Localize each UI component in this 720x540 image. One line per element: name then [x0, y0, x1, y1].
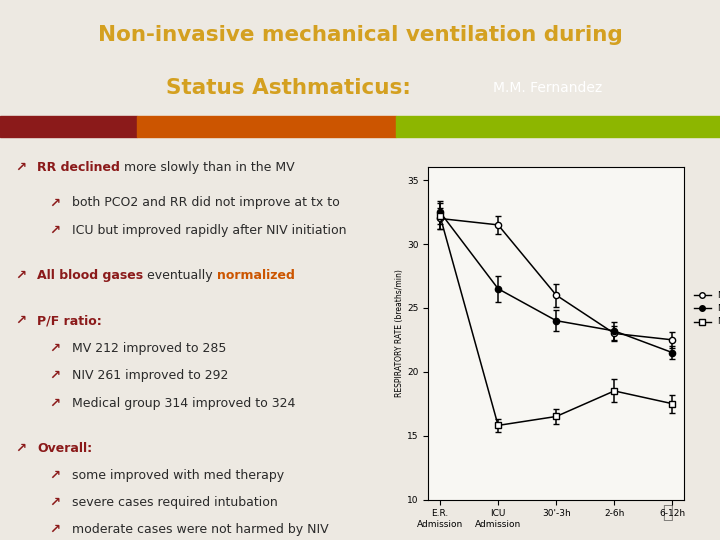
Bar [396, 116, 720, 137]
Text: normalized: normalized [217, 269, 295, 282]
Text: ICU but improved rapidly after NIV initiation: ICU but improved rapidly after NIV initi… [72, 224, 346, 237]
Bar [0, 116, 137, 137]
Text: Medical group 314 improved to 324: Medical group 314 improved to 324 [72, 396, 295, 409]
Text: ↗: ↗ [50, 224, 60, 237]
Text: eventually: eventually [143, 269, 217, 282]
Text: ↗: ↗ [50, 523, 60, 536]
Text: both PCO2 and RR did not improve at tx to: both PCO2 and RR did not improve at tx t… [72, 197, 340, 210]
Text: ↗: ↗ [50, 197, 60, 210]
Text: ↗: ↗ [50, 369, 60, 382]
Bar [137, 116, 396, 137]
Text: Non-invasive mechanical ventilation during: Non-invasive mechanical ventilation duri… [98, 25, 622, 45]
Text: MV 212 improved to 285: MV 212 improved to 285 [72, 342, 226, 355]
Text: Overall:: Overall: [37, 442, 92, 455]
Y-axis label: RESPIRATORY RATE (breaths/min): RESPIRATORY RATE (breaths/min) [395, 269, 405, 397]
Text: severe cases required intubation: severe cases required intubation [72, 496, 278, 509]
Text: ↗: ↗ [15, 442, 26, 455]
Text: ↗: ↗ [50, 396, 60, 409]
Text: Status Asthmaticus:: Status Asthmaticus: [166, 78, 410, 98]
Text: NIV 261 improved to 292: NIV 261 improved to 292 [72, 369, 228, 382]
Text: ↗: ↗ [15, 269, 26, 282]
Text: ↗: ↗ [50, 342, 60, 355]
Text: P/F ratio:: P/F ratio: [37, 314, 102, 327]
Text: some improved with med therapy: some improved with med therapy [72, 469, 284, 482]
Text: ↗: ↗ [15, 314, 26, 327]
Text: ↗: ↗ [50, 469, 60, 482]
Text: M.M. Fernandez: M.M. Fernandez [493, 81, 603, 95]
Text: more slowly than in the MV: more slowly than in the MV [120, 161, 294, 174]
Text: ↗: ↗ [15, 161, 26, 174]
Text: moderate cases were not harmed by NIV: moderate cases were not harmed by NIV [72, 523, 328, 536]
Legend: NIMV, Medical, MV: NIMV, Medical, MV [690, 288, 720, 330]
Text: ↗: ↗ [50, 496, 60, 509]
Text: 🔊: 🔊 [662, 504, 673, 522]
Text: RR declined: RR declined [37, 161, 120, 174]
Text: All blood gases: All blood gases [37, 269, 143, 282]
